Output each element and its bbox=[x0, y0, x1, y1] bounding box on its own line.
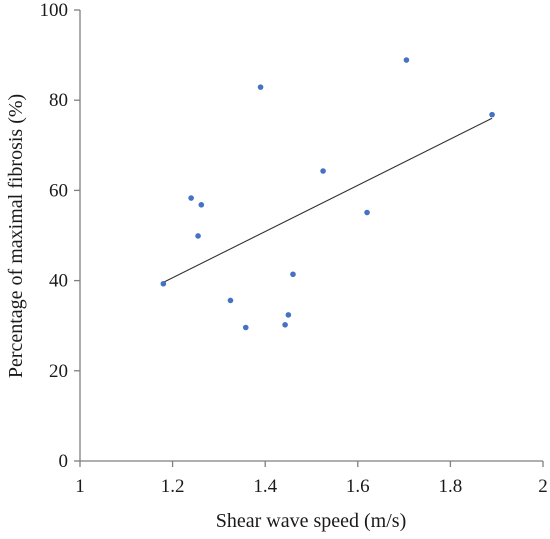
data-point bbox=[198, 202, 205, 208]
data-point bbox=[227, 297, 234, 304]
x-tick-label: 1.4 bbox=[253, 476, 277, 497]
trendline-layer bbox=[163, 117, 493, 283]
data-point bbox=[320, 168, 326, 174]
data-point bbox=[188, 195, 194, 201]
points-layer bbox=[160, 57, 495, 331]
trendline bbox=[163, 117, 493, 283]
data-point bbox=[282, 321, 288, 328]
data-point bbox=[290, 271, 296, 278]
data-point bbox=[195, 233, 201, 239]
data-point bbox=[489, 111, 495, 118]
x-axis-label: Shear wave speed (m/s) bbox=[216, 510, 407, 532]
y-tick-label: 100 bbox=[40, 0, 69, 21]
data-point bbox=[285, 312, 292, 318]
y-tick-label: 20 bbox=[49, 361, 68, 382]
y-tick-label: 80 bbox=[49, 90, 68, 111]
x-tick-label: 1 bbox=[75, 476, 85, 497]
y-tick-label: 40 bbox=[49, 271, 68, 292]
x-tick-label: 2 bbox=[538, 476, 548, 497]
data-point bbox=[403, 57, 410, 63]
axes-layer bbox=[79, 10, 543, 462]
data-point bbox=[257, 84, 264, 90]
y-axis-label: Percentage of maximal fibrosis (%) bbox=[5, 94, 27, 378]
x-tick-label: 1.6 bbox=[346, 476, 370, 497]
y-tick-label: 60 bbox=[49, 180, 68, 201]
x-tick-label: 1.2 bbox=[161, 476, 185, 497]
y-tick-label: 0 bbox=[59, 451, 69, 472]
data-point bbox=[364, 209, 370, 216]
data-point bbox=[242, 324, 249, 331]
x-tick-label: 1.8 bbox=[439, 476, 463, 497]
data-point bbox=[160, 280, 167, 287]
